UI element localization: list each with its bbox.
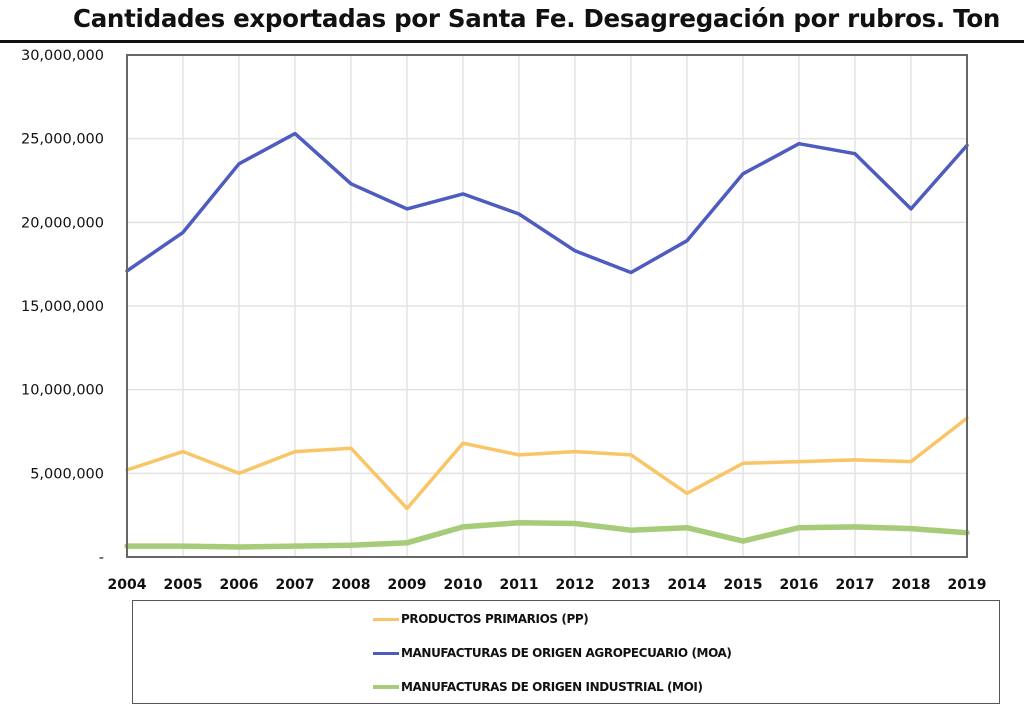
legend-swatch-moa bbox=[373, 651, 399, 655]
series-line-pp[interactable] bbox=[125, 416, 969, 511]
y-tick-label: 20,000,000 bbox=[21, 215, 104, 231]
title-divider bbox=[0, 40, 1024, 43]
x-tick-label: 2006 bbox=[220, 577, 259, 593]
legend-label-moa: MANUFACTURAS DE ORIGEN AGROPECUARIO (MOA… bbox=[401, 646, 732, 660]
x-tick-label: 2010 bbox=[444, 577, 483, 593]
chart-title: Cantidades exportadas por Santa Fe. Desa… bbox=[73, 4, 1000, 33]
y-axis-tick-labels: - 5,000,000 10,000,000 15,000,000 20,000,000… bbox=[21, 48, 104, 566]
x-axis-tick-labels: 2004 2005 2006 2007 2008 2009 2010 2011 2012 2013… bbox=[108, 577, 987, 593]
y-tick-label: 5,000,000 bbox=[30, 466, 104, 482]
x-tick-label: 2018 bbox=[892, 577, 931, 593]
x-tick-label: 2007 bbox=[276, 577, 315, 593]
x-tick-label: 2012 bbox=[556, 577, 595, 593]
line-chart: - 5,000,000 10,000,000 15,000,000 20,000,000… bbox=[21, 48, 987, 593]
legend-item-moi[interactable]: MANUFACTURAS DE ORIGEN INDUSTRIAL (MOI) bbox=[373, 677, 703, 697]
x-tick-label: 2015 bbox=[724, 577, 763, 593]
x-tick-label: 2013 bbox=[612, 577, 651, 593]
y-tick-label: - bbox=[99, 550, 104, 566]
series-line-moa[interactable] bbox=[125, 131, 969, 275]
legend-item-pp[interactable]: PRODUCTOS PRIMARIOS (PP) bbox=[373, 609, 589, 629]
legend-label-moi: MANUFACTURAS DE ORIGEN INDUSTRIAL (MOI) bbox=[401, 680, 703, 694]
legend: PRODUCTOS PRIMARIOS (PP) MANUFACTURAS DE… bbox=[132, 600, 1000, 704]
legend-label-pp: PRODUCTOS PRIMARIOS (PP) bbox=[401, 612, 589, 626]
x-tick-label: 2016 bbox=[780, 577, 819, 593]
x-tick-label: 2011 bbox=[500, 577, 539, 593]
x-tick-label: 2014 bbox=[668, 577, 707, 593]
series-line-moi[interactable] bbox=[124, 519, 970, 550]
y-tick-label: 15,000,000 bbox=[21, 299, 104, 315]
horizontal-gridlines bbox=[127, 137, 967, 475]
series-lines bbox=[124, 131, 970, 550]
x-tick-label: 2019 bbox=[948, 577, 987, 593]
legend-item-moa[interactable]: MANUFACTURAS DE ORIGEN AGROPECUARIO (MOA… bbox=[373, 643, 732, 663]
plot-area-frame bbox=[126, 54, 968, 558]
x-tick-label: 2009 bbox=[388, 577, 427, 593]
legend-swatch-moi bbox=[373, 685, 399, 689]
x-tick-label: 2008 bbox=[332, 577, 371, 593]
legend-swatch-pp bbox=[373, 617, 399, 621]
x-tick-label: 2004 bbox=[108, 577, 147, 593]
x-tick-label: 2017 bbox=[836, 577, 875, 593]
y-tick-label: 25,000,000 bbox=[21, 132, 104, 148]
x-tick-label: 2005 bbox=[164, 577, 203, 593]
y-tick-label: 10,000,000 bbox=[21, 383, 104, 399]
y-tick-label: 30,000,000 bbox=[21, 48, 104, 64]
